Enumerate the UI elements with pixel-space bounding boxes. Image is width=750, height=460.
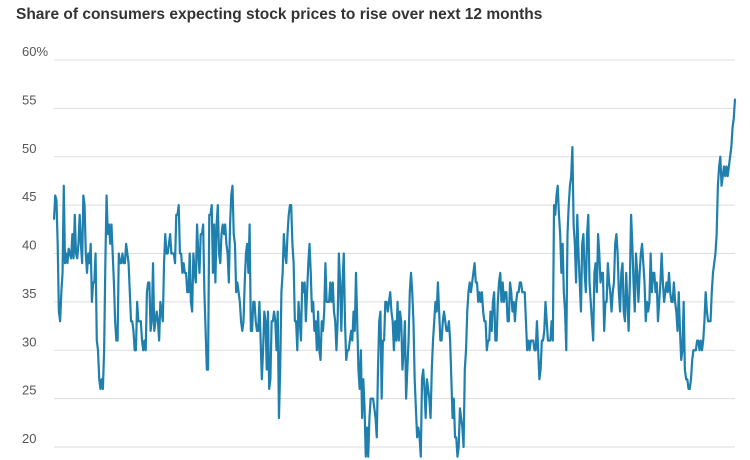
- y-tick-label: 35: [22, 286, 36, 301]
- chart-title: Share of consumers expecting stock price…: [16, 6, 543, 23]
- y-tick-label: 50: [22, 141, 36, 156]
- y-axis-tick-labels: 60% 55 50 45 40 35 30 25 20: [22, 44, 48, 446]
- y-tick-label: 55: [22, 92, 36, 107]
- y-tick-label: 60%: [22, 44, 48, 59]
- y-tick-label: 25: [22, 383, 36, 398]
- gridlines: [54, 59, 735, 448]
- y-tick-label: 45: [22, 189, 36, 204]
- y-tick-label: 20: [22, 431, 36, 446]
- series-lines: [52, 98, 737, 458]
- y-tick-label: 30: [22, 334, 36, 349]
- series-line: [52, 98, 737, 458]
- y-tick-label: 40: [22, 238, 36, 253]
